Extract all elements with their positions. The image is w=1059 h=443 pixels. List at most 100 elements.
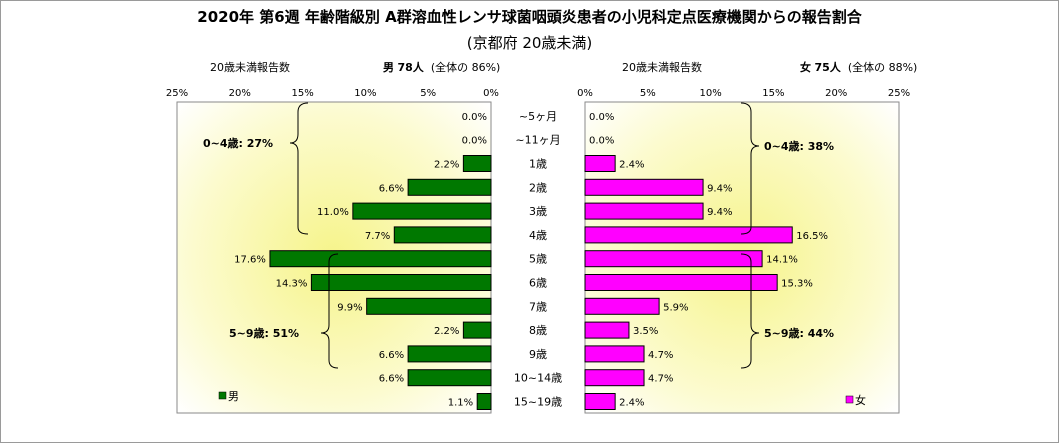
- right-header-count: 女 75人 (全体の 88%): [800, 59, 917, 75]
- x-tick-left: 5%: [420, 88, 436, 99]
- data-label-female: 2.4%: [619, 160, 644, 171]
- bar-female: [584, 369, 645, 387]
- data-label-male: 1.1%: [448, 398, 473, 409]
- bar-male: [310, 274, 492, 291]
- bar-female: [584, 297, 660, 315]
- data-label-female: 0.0%: [589, 112, 614, 123]
- right-brace-0-4: [740, 102, 760, 235]
- category-labels: ~5ヶ月 ~11ヶ月 1歳 2歳 3歳 4歳 5歳 6歳 7歳 8歳 9歳 10~14歳 15~19歳: [514, 110, 562, 409]
- left-header-share-prefix: (全体の: [430, 61, 469, 74]
- data-labels: 0.0% 0.0% 0.0% 0.0% 2.2% 2.4% 6.6% 9.4% 11.0% 9.4…: [234, 112, 828, 409]
- bar-male: [407, 178, 492, 196]
- x-tick-left: 0%: [483, 88, 499, 99]
- bar-female: [584, 250, 763, 268]
- bar-male: [407, 369, 492, 387]
- left-brace-5-9: [320, 253, 339, 369]
- x-tick-right: 5%: [640, 88, 656, 99]
- bar-male: [462, 321, 492, 339]
- x-tick-right: 25%: [888, 88, 910, 99]
- category-label: ~11ヶ月: [515, 134, 560, 147]
- x-tick-left: 25%: [166, 88, 188, 99]
- bar-male: [476, 393, 492, 410]
- data-label-male: 14.3%: [276, 279, 308, 290]
- bar-female: [584, 274, 778, 291]
- left-header-label: 20歳未満報告数: [210, 61, 290, 74]
- legend-right: 女: [845, 393, 866, 407]
- data-label-male: 2.2%: [434, 326, 459, 337]
- data-label-female: 15.3%: [781, 279, 813, 290]
- bar-male: [269, 250, 492, 268]
- legend-right-label: 女: [855, 393, 866, 407]
- annotation-right-5-9: 5~9歳: 44%: [764, 326, 834, 340]
- data-label-female: 5.9%: [663, 302, 688, 313]
- right-header-sex: 女: [800, 61, 811, 74]
- bar-female: [584, 155, 616, 172]
- data-label-male: 6.6%: [379, 374, 404, 385]
- bar-male: [366, 297, 492, 315]
- data-label-male: 7.7%: [365, 231, 390, 242]
- data-label-male: 0.0%: [462, 136, 487, 147]
- bar-male: [352, 202, 492, 220]
- data-label-male: 17.6%: [234, 255, 266, 266]
- data-label-male: 0.0%: [462, 112, 487, 123]
- bar-male: [393, 226, 492, 244]
- legend-left-swatch: [218, 391, 227, 400]
- category-label: 4歳: [529, 229, 547, 242]
- category-label: 2歳: [529, 181, 547, 194]
- category-label: ~5ヶ月: [519, 110, 557, 123]
- data-label-female: 3.5%: [633, 326, 658, 337]
- category-label: 8歳: [529, 324, 547, 337]
- data-label-female: 0.0%: [589, 136, 614, 147]
- x-tick-right: 20%: [825, 88, 847, 99]
- x-tick-left: 20%: [229, 88, 251, 99]
- bar-female: [584, 202, 704, 220]
- data-label-female: 14.1%: [766, 255, 798, 266]
- bar-male: [407, 345, 492, 363]
- data-label-male: 2.2%: [434, 160, 459, 171]
- category-label: 6歳: [529, 277, 547, 290]
- category-label: 1歳: [529, 158, 547, 171]
- category-label: 3歳: [529, 205, 547, 218]
- annotation-left-0-4: 0~4歳: 27%: [203, 136, 273, 150]
- right-brace-5-9: [740, 253, 760, 369]
- bar-female: [584, 226, 793, 244]
- data-label-female: 4.7%: [648, 350, 673, 361]
- bar-male: [462, 155, 492, 172]
- data-label-female: 4.7%: [648, 374, 673, 385]
- category-label: 5歳: [529, 253, 547, 266]
- data-label-female: 2.4%: [619, 398, 644, 409]
- right-header-share-value: 88%): [888, 61, 918, 74]
- left-header-share-value: 86%): [471, 61, 501, 74]
- bar-female: [584, 178, 704, 196]
- category-label: 15~19歳: [514, 396, 562, 409]
- chart-title: 2020年 第6週 年齢階級別 A群溶血性レンサ球菌咽頭炎患者の小児科定点医療機…: [197, 8, 862, 26]
- right-header-label: 20歳未満報告数: [622, 61, 702, 74]
- data-label-female: 9.4%: [707, 183, 732, 194]
- left-header-total: 78人: [397, 61, 424, 74]
- x-tick-right: 0%: [577, 88, 593, 99]
- data-label-male: 6.6%: [379, 350, 404, 361]
- annotation-left-5-9: 5~9歳: 51%: [229, 326, 299, 340]
- annotations: 0~4歳: 27% 5~9歳: 51% 0~4歳: 38% 5~9歳: 44%: [203, 102, 834, 369]
- bar-female: [584, 393, 616, 410]
- left-brace-0-4: [289, 102, 309, 235]
- bars: [269, 155, 793, 410]
- data-label-male: 6.6%: [379, 183, 404, 194]
- category-label: 10~14歳: [514, 372, 562, 385]
- x-tick-right: 15%: [762, 88, 784, 99]
- axis-ticks: 25% 20% 15% 10% 5% 0% 0% 5% 10% 15% 20% 25%: [166, 88, 910, 99]
- legend-right-swatch: [845, 395, 854, 404]
- bar-female: [584, 321, 630, 339]
- left-header-count: 男 78人 (全体の 86%): [383, 59, 500, 75]
- bar-female: [584, 345, 645, 363]
- data-label-male: 11.0%: [317, 207, 349, 218]
- chart-subtitle: (京都府 20歳未満): [466, 34, 593, 52]
- x-tick-left: 10%: [354, 88, 376, 99]
- data-label-female: 16.5%: [796, 231, 828, 242]
- legend-left: 男: [218, 390, 239, 403]
- x-tick-left: 15%: [291, 88, 313, 99]
- category-label: 9歳: [529, 348, 547, 361]
- right-header-total: 75人: [814, 61, 841, 74]
- x-tick-right: 10%: [699, 88, 721, 99]
